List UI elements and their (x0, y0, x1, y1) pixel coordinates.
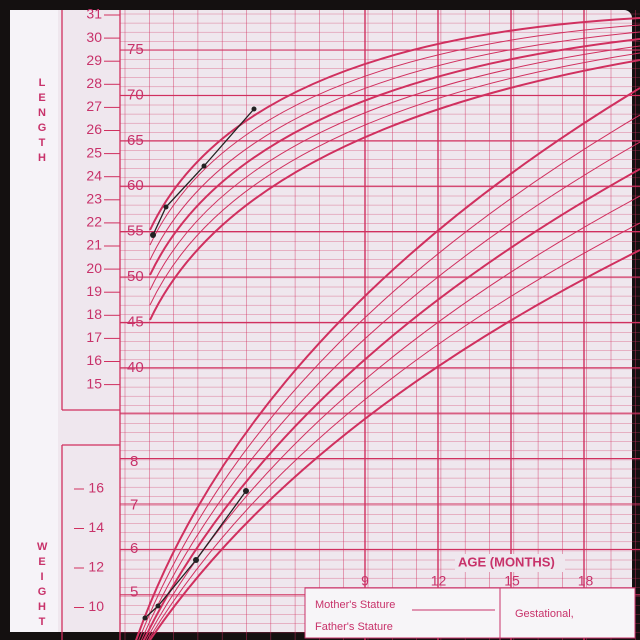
inch-label: 27 (86, 98, 102, 114)
age-tick-label: 15 (504, 573, 520, 589)
inch-label: 31 (86, 6, 102, 22)
inch-label: 24 (86, 167, 102, 183)
inch-label: 15 (86, 375, 102, 391)
form-label: Gestational, (515, 608, 574, 620)
inch-label: 21 (86, 237, 102, 253)
length-curve (149, 52, 640, 306)
grid (61, 10, 640, 640)
weight-curve (149, 249, 640, 640)
weight-curve (138, 114, 640, 640)
form-label: Mother's Stature (315, 599, 395, 611)
kg-label: 5 (130, 583, 138, 600)
inch-label: 28 (86, 75, 102, 91)
lb-label: 12 (88, 559, 104, 575)
inch-label: 20 (86, 260, 102, 276)
weight-label: WEIGHT (37, 541, 48, 628)
paper (10, 10, 632, 632)
lb-label: 14 (88, 519, 104, 535)
weight-points (142, 488, 249, 621)
length-curve (149, 31, 640, 261)
inch-label: 17 (86, 329, 102, 345)
inch-label: 19 (86, 283, 102, 299)
length-curve (149, 45, 640, 291)
kg-label: 8 (130, 453, 138, 470)
cm-label: 40 (127, 359, 144, 376)
age-tick-label: 12 (431, 573, 447, 589)
weight-curve (142, 168, 640, 640)
form-label: Father's Stature (315, 621, 393, 633)
length-curve (149, 38, 640, 276)
inch-label: 16 (86, 352, 102, 368)
age-tick-label: 18 (578, 573, 594, 589)
weight-curve (147, 222, 640, 640)
percentile-curves (135, 17, 640, 640)
weight-curve (145, 195, 640, 640)
weight-curve (135, 87, 640, 640)
cm-label: 75 (127, 41, 144, 58)
kg-label: 6 (130, 540, 138, 557)
weight-curve (140, 141, 640, 640)
weight-plot (144, 490, 247, 619)
cm-label: 60 (127, 177, 144, 194)
inch-label: 23 (86, 191, 102, 207)
age-label: AGE (MONTHS) (458, 554, 555, 569)
length-curve (149, 59, 640, 321)
cm-label: 65 (127, 132, 144, 149)
inch-label: 26 (86, 121, 102, 137)
inch-label: 22 (86, 214, 102, 230)
kg-label: 7 (130, 496, 138, 513)
lb-label: 16 (88, 480, 104, 496)
inch-label: 25 (86, 144, 102, 160)
margin (10, 10, 58, 632)
cm-label: 55 (127, 223, 144, 240)
length-curve (149, 24, 640, 246)
age-tick-label: 9 (361, 573, 369, 589)
inch-label: 29 (86, 52, 102, 68)
cm-label: 50 (127, 268, 144, 285)
age-label-bg (455, 554, 565, 572)
length-points (150, 106, 257, 238)
lb-label: 10 (88, 598, 104, 614)
inch-label: 18 (86, 306, 102, 322)
length-label: LENGTH (37, 77, 47, 164)
cm-label: 45 (127, 313, 144, 330)
form-box (304, 587, 636, 639)
length-curve (149, 17, 640, 231)
length-plot (152, 108, 255, 236)
inch-label: 30 (86, 29, 102, 45)
cm-label: 70 (127, 86, 144, 103)
